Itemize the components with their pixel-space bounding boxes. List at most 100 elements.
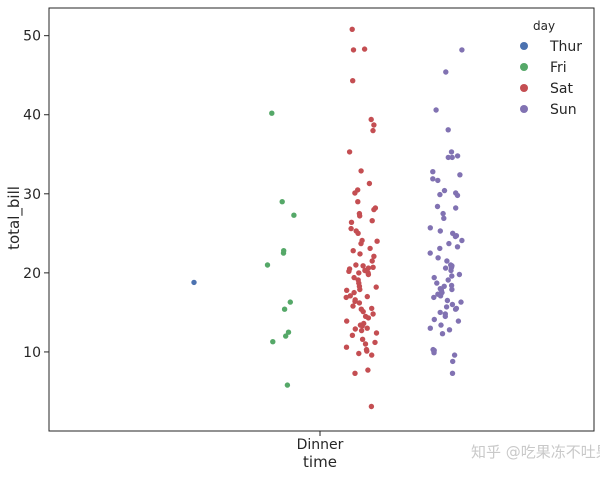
point-sun — [443, 304, 450, 310]
point-sat — [346, 268, 352, 274]
legend-marker — [520, 63, 528, 71]
point-sun — [435, 255, 441, 261]
point-sun — [454, 192, 461, 199]
point-sat — [368, 403, 375, 410]
y-axis-ticks: 10 20 30 40 50 — [23, 29, 49, 361]
point-sat — [343, 344, 350, 350]
point-sat — [370, 264, 376, 270]
point-sun — [430, 176, 436, 182]
y-tick-label: 20 — [23, 266, 41, 282]
point-sat — [361, 46, 368, 52]
point-sun — [445, 127, 451, 133]
point-sat — [371, 122, 377, 128]
point-sun — [437, 293, 444, 299]
legend-label: Fri — [550, 60, 567, 76]
point-sat — [365, 367, 371, 373]
point-sat — [373, 284, 379, 290]
point-sat — [370, 127, 376, 134]
point-sun — [443, 69, 449, 75]
point-sun — [445, 154, 451, 161]
point-sun — [442, 313, 448, 320]
point-sat — [350, 303, 356, 309]
point-sat — [355, 230, 361, 236]
point-sat — [357, 286, 363, 293]
point-sun — [459, 237, 465, 244]
point-sat — [348, 219, 355, 225]
point-sun — [437, 191, 443, 198]
point-sun — [449, 154, 455, 161]
point-sun — [457, 172, 463, 178]
point-sun — [448, 149, 455, 155]
point-sun — [437, 245, 443, 252]
legend-title: day — [533, 19, 555, 33]
point-sun — [448, 282, 455, 289]
point-fri — [291, 212, 297, 218]
point-sun — [434, 280, 440, 286]
point-sun — [458, 299, 464, 305]
point-sat — [357, 251, 363, 257]
point-sat — [358, 240, 364, 247]
point-sun — [449, 273, 455, 279]
point-sun — [439, 331, 446, 337]
point-fri — [284, 382, 291, 388]
point-sat — [370, 311, 376, 317]
point-sat — [369, 305, 375, 312]
point-sat — [352, 370, 358, 376]
x-axis-title: time — [303, 453, 337, 471]
point-sat — [365, 271, 372, 278]
point-sat — [359, 323, 365, 329]
y-tick-label: 10 — [23, 345, 41, 361]
x-axis-ticks: Dinner — [297, 431, 344, 453]
legend-entry-thur: Thur — [520, 39, 582, 55]
legend-entry-fri: Fri — [520, 60, 567, 76]
legend-marker — [520, 84, 528, 92]
point-sun — [452, 306, 459, 312]
point-sat — [350, 248, 356, 254]
point-sat — [372, 339, 378, 346]
point-sat — [352, 190, 358, 196]
point-sun — [442, 265, 449, 271]
point-fri — [279, 199, 285, 205]
point-sun — [446, 327, 453, 333]
legend: day Thur Fri Sat Sun — [520, 19, 582, 118]
point-sat — [367, 245, 373, 252]
point-sun — [441, 215, 447, 221]
point-sat — [349, 26, 355, 32]
point-sat — [358, 168, 364, 174]
point-sun — [431, 274, 437, 281]
point-sun — [455, 318, 462, 324]
point-sat — [371, 206, 377, 213]
point-sun — [459, 47, 465, 53]
point-sun — [430, 169, 436, 175]
point-sun — [434, 203, 441, 210]
point-sat — [373, 330, 380, 336]
point-sun — [437, 309, 443, 316]
point-sun — [445, 277, 451, 283]
point-sun — [449, 370, 456, 376]
point-fri — [283, 333, 289, 339]
point-fri — [269, 110, 275, 116]
point-sat — [344, 287, 350, 293]
point-sat — [359, 336, 366, 342]
point-fri — [285, 329, 292, 335]
point-sat — [369, 258, 375, 264]
point-sun — [427, 225, 433, 231]
point-sun — [449, 286, 455, 293]
point-sat — [356, 270, 362, 276]
point-sat — [356, 350, 362, 357]
point-sat — [351, 289, 357, 296]
y-axis-title: total_bill — [5, 186, 24, 250]
point-sun — [449, 301, 456, 308]
point-sat — [349, 332, 356, 338]
point-sun — [444, 258, 450, 264]
point-sat — [350, 47, 357, 53]
point-sat — [368, 116, 374, 123]
point-sat — [366, 180, 373, 187]
data-points — [191, 26, 465, 410]
point-fri — [281, 306, 288, 312]
point-sun — [433, 107, 439, 113]
point-sun — [444, 297, 451, 304]
legend-entry-sun: Sun — [520, 102, 577, 118]
